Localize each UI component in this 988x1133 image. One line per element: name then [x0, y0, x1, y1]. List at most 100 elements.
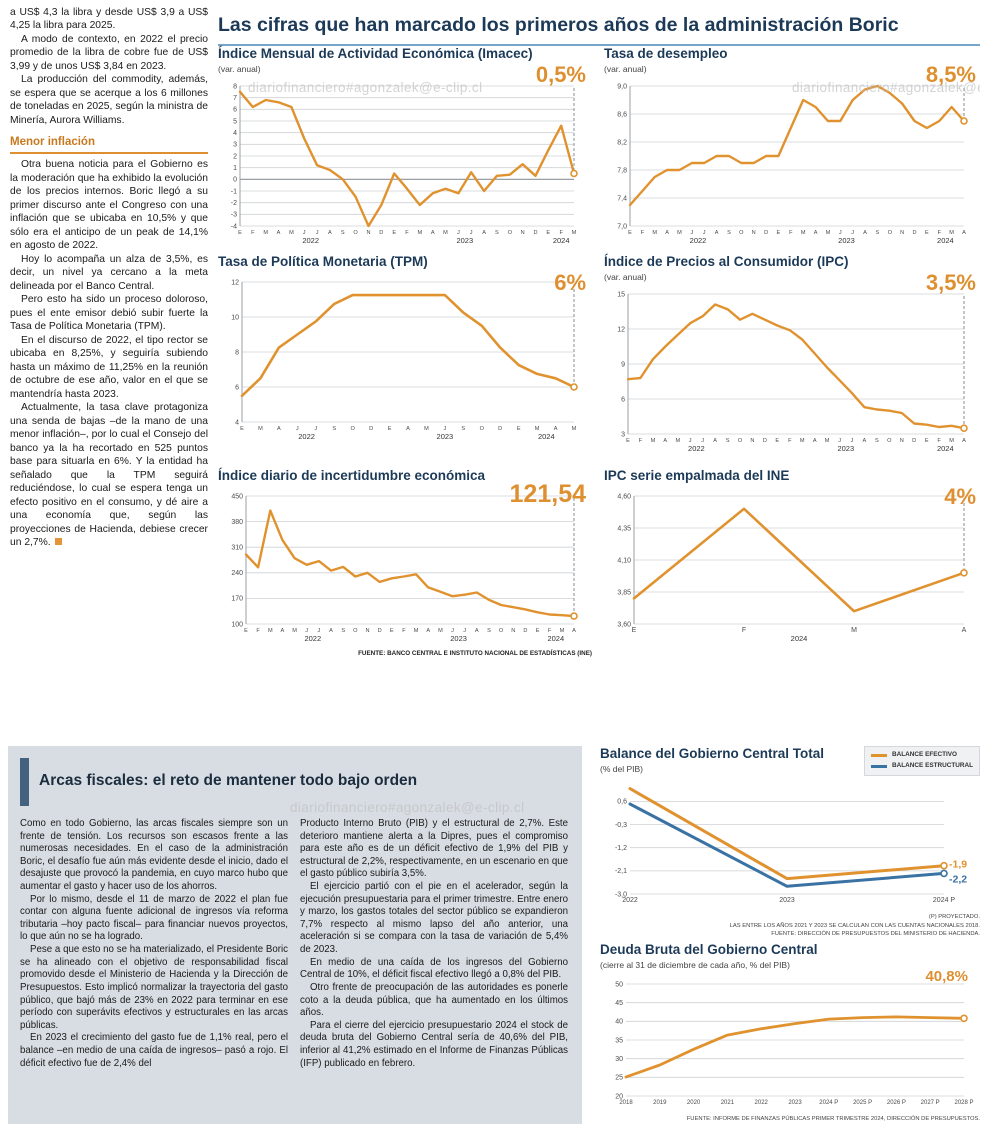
svg-text:A: A: [281, 628, 285, 634]
svg-text:3,60: 3,60: [617, 621, 631, 628]
svg-text:310: 310: [231, 544, 243, 551]
paragraph-text: La producción del commodity, además, se …: [10, 74, 208, 126]
svg-text:N: N: [752, 230, 756, 236]
svg-text:9,0: 9,0: [617, 83, 627, 90]
svg-text:N: N: [521, 230, 525, 236]
chart-ipc: Índice de Precios al Consumidor (IPC) (v…: [604, 254, 982, 458]
desempleo-line-chart: 9,0 8,6 8,2 7,8 7,4 7,0 E F M A M J J A S O N D E F M A M J J A S O…: [604, 78, 982, 250]
svg-text:A: A: [431, 230, 435, 236]
svg-text:2023: 2023: [450, 634, 467, 643]
svg-text:4,10: 4,10: [617, 557, 631, 564]
svg-text:3: 3: [233, 141, 237, 148]
chart-imacec: Índice Mensual de Actividad Económica (I…: [218, 46, 592, 250]
svg-text:8,6: 8,6: [617, 111, 627, 118]
svg-text:M: M: [949, 438, 954, 444]
svg-text:2021: 2021: [721, 1100, 735, 1106]
svg-text:S: S: [876, 230, 880, 236]
svg-text:D: D: [764, 230, 768, 236]
svg-text:A: A: [329, 628, 333, 634]
svg-text:D: D: [369, 426, 373, 432]
svg-text:F: F: [742, 627, 746, 634]
svg-text:E: E: [546, 230, 550, 236]
svg-text:J: J: [318, 628, 321, 634]
svg-text:2024 P: 2024 P: [819, 1100, 838, 1106]
svg-text:F: F: [938, 230, 942, 236]
svg-text:-0,3: -0,3: [615, 821, 627, 828]
svg-text:20: 20: [615, 1093, 623, 1100]
chart-title: Índice diario de incertidumbre económica: [218, 468, 486, 483]
svg-text:2022: 2022: [690, 236, 707, 245]
svg-text:S: S: [341, 628, 345, 634]
svg-text:J: J: [470, 230, 473, 236]
svg-text:35: 35: [615, 1037, 623, 1044]
svg-text:4: 4: [235, 419, 239, 426]
svg-text:2024 P: 2024 P: [933, 897, 956, 904]
svg-text:M: M: [851, 627, 857, 634]
svg-text:2022: 2022: [304, 634, 321, 643]
svg-text:M: M: [675, 438, 680, 444]
paragraph-text: Otra buena noticia para el Gobierno es l…: [10, 159, 208, 252]
note-text: FUENTE: INFORME DE FINANZAS PÚBLICAS PRI…: [686, 1115, 980, 1122]
svg-text:S: S: [341, 230, 345, 236]
svg-text:-2,1: -2,1: [615, 868, 627, 875]
svg-text:J: J: [463, 628, 466, 634]
svg-text:D: D: [763, 438, 767, 444]
svg-text:S: S: [461, 426, 465, 432]
article-paragraph: Actualmente, la tasa clave protagoniza u…: [10, 401, 208, 549]
svg-text:N: N: [365, 628, 369, 634]
svg-text:2024: 2024: [538, 432, 555, 441]
paragraph-text: Por lo mismo, desde el 11 de marzo de 20…: [20, 893, 288, 943]
tpm-line-chart: 12 10 8 6 4 E M A J J S O D E A M J S O D E M A M 2022 2023 2024: [218, 274, 592, 446]
svg-text:O: O: [353, 628, 358, 634]
svg-text:2024: 2024: [791, 634, 808, 643]
svg-text:-3: -3: [231, 211, 237, 218]
svg-text:2022: 2022: [755, 1100, 769, 1106]
svg-text:25: 25: [615, 1074, 623, 1081]
svg-text:2022: 2022: [622, 897, 638, 904]
svg-text:J: J: [303, 230, 306, 236]
paragraph-text: Como en todo Gobierno, las arcas fiscale…: [20, 818, 288, 893]
svg-text:N: N: [900, 438, 904, 444]
chart-source: FUENTE: BANCO CENTRAL E INSTITUTO NACION…: [358, 649, 592, 657]
article-paragraph: Otra buena noticia para el Gobierno es l…: [10, 158, 208, 252]
svg-text:100: 100: [231, 621, 243, 628]
paragraph-text: El ejercicio partió con el pie en el ace…: [300, 881, 568, 956]
svg-text:50: 50: [615, 981, 623, 988]
svg-text:8: 8: [233, 83, 237, 90]
chart-subtitle: (var. anual): [604, 271, 647, 282]
svg-text:-2: -2: [231, 200, 237, 207]
svg-text:J: J: [839, 230, 842, 236]
legend-label: BALANCE EFECTIVO: [892, 751, 958, 758]
legend-item-efectivo: BALANCE EFECTIVO: [871, 750, 973, 761]
svg-text:M: M: [800, 438, 805, 444]
svg-text:170: 170: [231, 595, 243, 602]
svg-text:2025 P: 2025 P: [853, 1100, 872, 1106]
svg-text:A: A: [663, 438, 667, 444]
chart-subtitle: (cierre al 31 de diciembre de cada año, …: [600, 959, 790, 970]
imacec-line-chart: 8 7 6 5 4 3 2 1 0 -1 -2 -3 -4 E F M A M J J A S O N D E F M A M J J A S O N…: [218, 78, 592, 250]
deuda-line-chart: 50 45 40 35 30 25 20 2018 2019 2020 2021 2022 2023 20…: [600, 974, 980, 1112]
svg-text:M: M: [289, 230, 294, 236]
svg-text:A: A: [814, 230, 818, 236]
svg-text:D: D: [379, 230, 383, 236]
chart-notes: (P) PROYECTADO. LAS ENTRE LOS AÑOS 2021 …: [600, 913, 980, 940]
paragraph-text: En 2023 el crecimiento del gasto fue de …: [20, 1032, 288, 1069]
svg-text:F: F: [251, 230, 255, 236]
article-paragraph: Otro frente de preocupación de las autor…: [300, 982, 568, 1020]
svg-text:A: A: [863, 438, 867, 444]
end-of-article-icon: [54, 537, 62, 545]
svg-text:2024: 2024: [553, 236, 570, 245]
svg-text:E: E: [626, 438, 630, 444]
svg-text:J: J: [703, 230, 706, 236]
svg-text:-4: -4: [231, 223, 237, 230]
chart-incertidumbre: Índice diario de incertidumbre económica…: [218, 468, 592, 657]
svg-text:15: 15: [617, 291, 625, 298]
svg-text:E: E: [628, 230, 632, 236]
svg-text:2: 2: [233, 153, 237, 160]
svg-text:N: N: [900, 230, 904, 236]
ipc-empalmada-line-chart: 4,60 4,35 4,10 3,85 3,60 E F M A 2024: [604, 488, 982, 648]
article-paragraph: Hoy lo acompaña un alza de 3,5%, es deci…: [10, 253, 208, 293]
svg-text:J: J: [691, 230, 694, 236]
svg-text:O: O: [499, 628, 504, 634]
fiscal-article-header: Arcas fiscales: el reto de mantener todo…: [20, 758, 568, 806]
